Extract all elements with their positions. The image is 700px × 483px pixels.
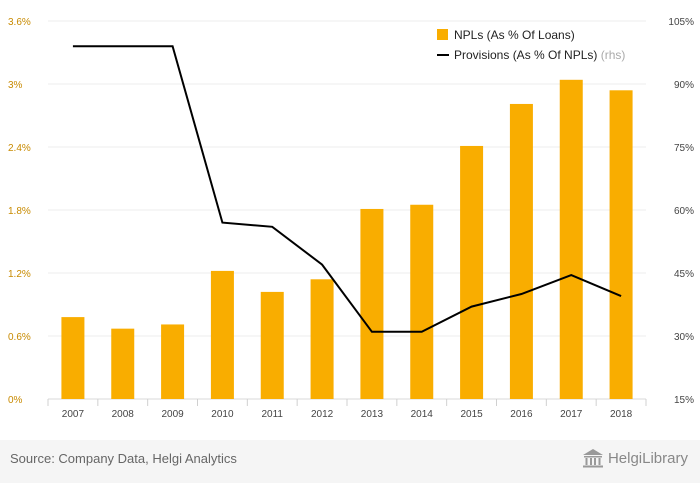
right-tick-label: 60% <box>674 206 694 217</box>
x-tick-label: 2008 <box>112 409 135 420</box>
left-tick-label: 1.8% <box>8 206 31 217</box>
x-axis: 2007 2008 2009 2010 2011 2012 2013 2014 2015 2016… <box>62 409 633 420</box>
left-tick-label: 0.6% <box>8 332 31 343</box>
bar <box>161 324 185 399</box>
x-tick-label: 2012 <box>311 409 334 420</box>
bar <box>210 270 234 399</box>
x-tick-label: 2018 <box>610 409 633 420</box>
right-tick-label: 105% <box>668 17 694 28</box>
right-tick-label: 15% <box>674 395 694 406</box>
source-note: Source: Company Data, Helgi Analytics <box>10 451 237 466</box>
x-tick-label: 2010 <box>211 409 234 420</box>
legend: NPLs (As % Of Loans) Provisions (As % Of… <box>437 28 625 62</box>
right-tick-label: 45% <box>674 269 694 280</box>
provisions-line <box>72 45 622 333</box>
right-tick-label: 75% <box>674 143 694 154</box>
left-tick-label: 1.2% <box>8 269 31 280</box>
legend-bar-swatch <box>437 29 448 40</box>
chart: 0% 0.6% 1.2% 1.8% 2.4% 3% 3.6% 15% 30% 45% 60% 75%… <box>8 17 694 420</box>
left-tick-label: 3% <box>8 80 23 91</box>
bar <box>460 145 484 399</box>
x-tick-label: 2007 <box>62 409 85 420</box>
legend-bar-label: NPLs (As % Of Loans) <box>454 28 575 42</box>
left-axis: 0% 0.6% 1.2% 1.8% 2.4% 3% 3.6% <box>8 17 31 406</box>
x-tick-label: 2011 <box>261 409 283 420</box>
x-tick-label: 2014 <box>411 409 434 420</box>
x-tick-label: 2009 <box>161 409 184 420</box>
legend-line-label: Provisions (As % Of NPLs) <box>454 48 597 62</box>
line-series <box>72 45 622 333</box>
left-tick-label: 3.6% <box>8 17 31 28</box>
left-tick-label: 0% <box>8 395 23 406</box>
bar <box>260 291 284 399</box>
legend-line-text: Provisions (As % Of NPLs) (rhs) <box>454 48 625 62</box>
x-tick-label: 2015 <box>460 409 483 420</box>
bar <box>310 279 334 399</box>
right-axis: 15% 30% 45% 60% 75% 90% 105% <box>668 17 694 406</box>
x-tick-label: 2017 <box>560 409 583 420</box>
bar <box>360 208 384 399</box>
gridlines <box>47 20 647 406</box>
right-tick-label: 90% <box>674 80 694 91</box>
x-tick-label: 2016 <box>510 409 533 420</box>
bar <box>111 328 135 399</box>
x-tick-label: 2013 <box>361 409 384 420</box>
legend-line-note: (rhs) <box>601 48 626 62</box>
bar-series <box>61 79 633 400</box>
brand-name: HelgiLibrary <box>607 449 688 467</box>
bar <box>61 317 85 399</box>
bar <box>410 204 434 399</box>
library-building-icon <box>582 449 603 468</box>
brand-logo[interactable]: HelgiLibrary <box>582 448 688 468</box>
left-tick-label: 2.4% <box>8 143 31 154</box>
right-tick-label: 30% <box>674 332 694 343</box>
bar <box>609 90 633 400</box>
bar <box>559 79 583 400</box>
bar <box>509 103 533 399</box>
footer: Source: Company Data, Helgi Analytics He… <box>0 440 700 483</box>
